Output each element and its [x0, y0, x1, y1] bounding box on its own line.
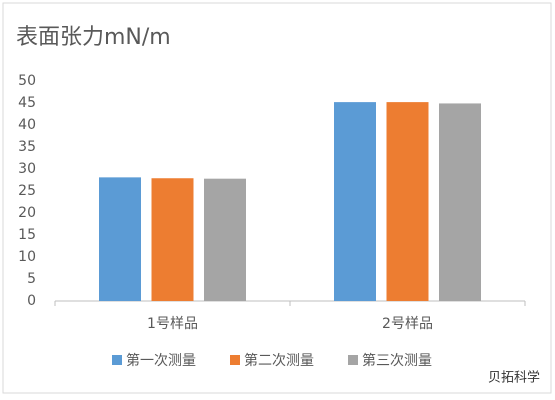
y-tick-label: 20	[18, 205, 36, 221]
y-tick-label: 35	[18, 139, 36, 155]
legend-label: 第三次测量	[362, 352, 432, 369]
chart-title: 表面张力mN/m	[16, 25, 171, 50]
x-tick-label: 2号样品	[382, 316, 433, 332]
y-tick-label: 25	[18, 183, 36, 199]
bar	[439, 103, 481, 301]
y-tick-label: 30	[18, 161, 36, 177]
bar	[99, 177, 141, 301]
legend-swatch	[112, 355, 122, 365]
x-tick-label: 1号样品	[147, 316, 198, 332]
bar	[386, 102, 429, 302]
y-tick-label: 40	[18, 117, 36, 133]
legend-swatch	[348, 355, 358, 365]
bar	[204, 178, 246, 301]
legend-label: 第一次测量	[126, 352, 196, 369]
bar	[151, 178, 194, 301]
y-tick-label: 50	[18, 73, 36, 89]
watermark: 贝拓科学	[488, 370, 540, 386]
y-tick-label: 5	[27, 271, 36, 287]
bar	[334, 102, 376, 302]
y-tick-label: 45	[18, 95, 36, 111]
y-tick-label: 10	[18, 249, 36, 265]
legend-swatch	[230, 355, 240, 365]
legend-label: 第二次测量	[244, 352, 314, 369]
y-tick-label: 15	[18, 227, 36, 243]
y-tick-label: 0	[27, 293, 36, 309]
